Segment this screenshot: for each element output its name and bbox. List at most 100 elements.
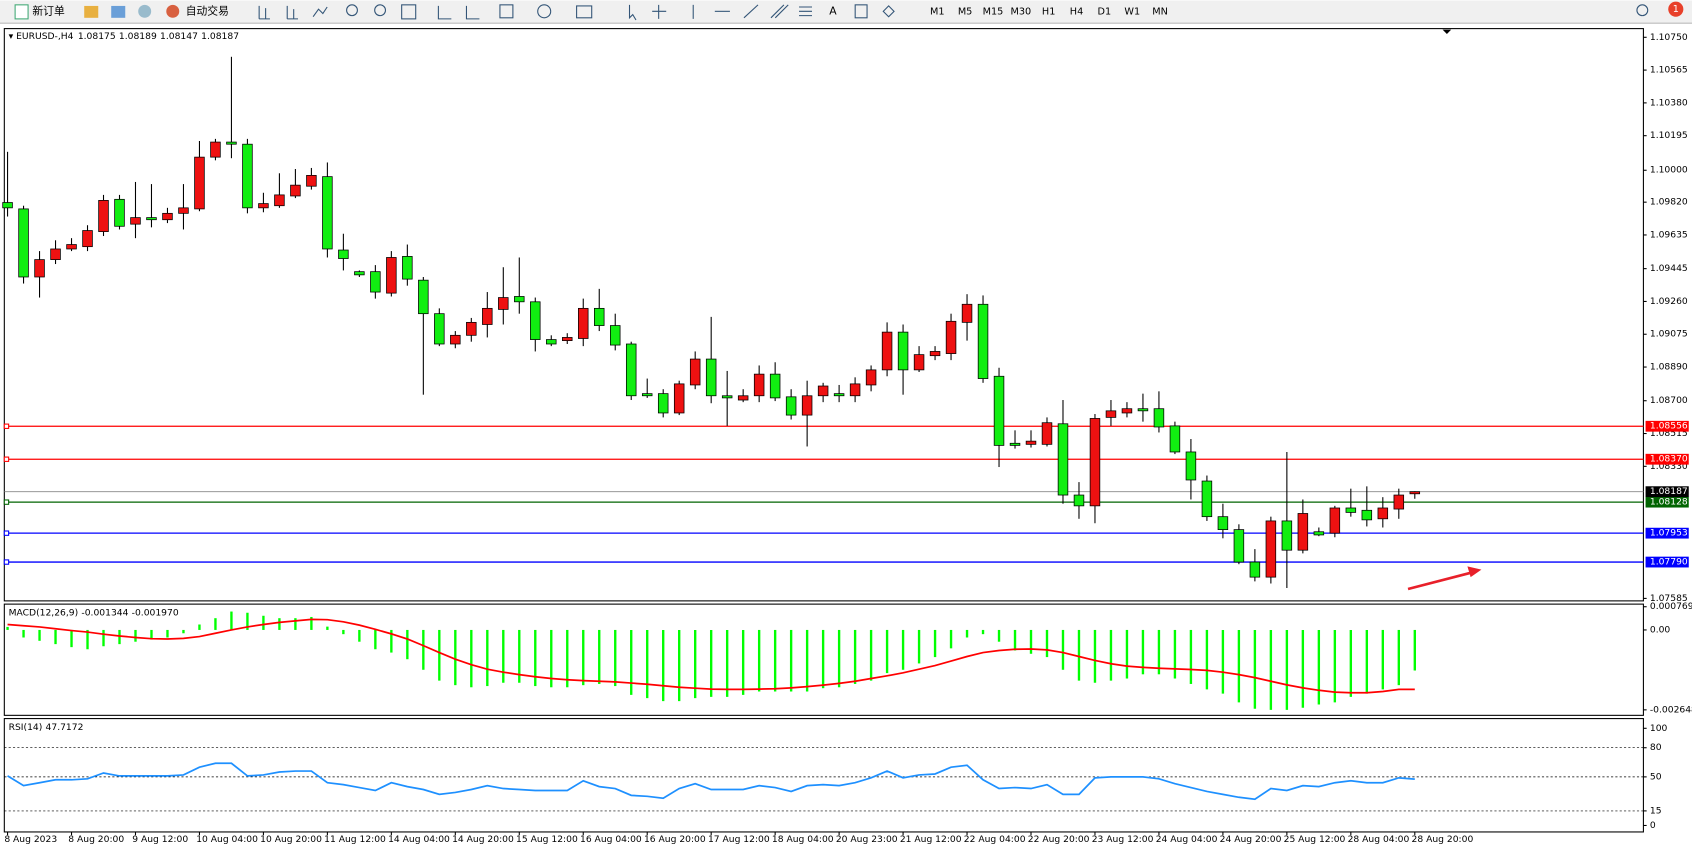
bar-chart-tool[interactable] [258,5,270,20]
shift[interactable] [465,5,480,20]
x-tick-label: 24 Aug 04:00 [1156,834,1218,845]
y-tick-label: 1.09635 [1650,229,1688,240]
candle-body [721,395,733,399]
candle-body [753,373,765,397]
open-value: 1.08175 [78,31,116,42]
candle-body [1105,410,1117,418]
candle-body [785,396,797,416]
timeframe-button[interactable]: H1 [1042,6,1055,17]
main-panel [3,28,1644,602]
price-label: 1.08187 [1650,486,1688,497]
x-tick-label: 20 Aug 23:00 [836,834,898,845]
chart-tools [258,4,895,21]
indicators[interactable] [499,4,514,19]
auto-trading-icon[interactable] [166,4,180,18]
x-tick-label: 10 Aug 20:00 [260,834,322,845]
candle-body [194,156,205,210]
crosshair[interactable] [652,4,667,19]
y-tick-label: 0.00 [1650,624,1671,635]
candle-body [673,383,685,414]
candle-body [897,331,909,371]
channel[interactable] [770,4,789,19]
timeframe-button[interactable]: M5 [958,6,973,17]
timeframe-button[interactable]: M15 [983,6,1004,17]
rsi-value: 47.7172 [46,722,84,733]
macd-panel [3,603,1644,716]
candle-tool[interactable] [286,5,299,20]
text-tool[interactable]: A [829,4,837,17]
candle-body [50,248,61,260]
candle-body [274,194,285,207]
candle-body [82,230,93,248]
candle-body [178,207,189,214]
level-label: 1.08556 [1650,421,1688,432]
candle-body [1089,418,1101,507]
candle-body [402,256,413,280]
new-order-icon[interactable] [14,4,29,20]
x-tick-label: 16 Aug 04:00 [580,834,642,845]
x-tick-label: 16 Aug 20:00 [644,834,706,845]
cursor[interactable] [628,4,637,21]
candle-body [769,373,781,399]
candle-body [737,395,749,401]
level-label-bg [1645,496,1689,508]
timeframe-button[interactable]: M30 [1010,6,1031,17]
periods[interactable] [537,4,552,19]
low-value: 1.08147 [160,31,198,42]
tool-icon[interactable] [138,4,152,18]
candle-body [1073,494,1085,507]
candle-body [881,331,893,371]
candle-body [594,307,605,326]
timeframe-button[interactable]: D1 [1098,6,1112,17]
y-tick-label: 1.10380 [1650,97,1688,108]
candle-body [18,208,29,278]
timeframe-button[interactable]: H4 [1070,6,1083,17]
auto-trading-button[interactable]: 自动交易 [186,4,229,17]
new-order-button[interactable]: 新订单 [32,4,65,17]
macd-header: MACD(12,26,9) -0.001344 -0.001970 [9,607,179,618]
label-tool[interactable] [854,4,868,19]
y-tick-label: 80 [1650,742,1662,753]
line-tool[interactable] [312,6,328,18]
candle-body [993,375,1005,446]
autoscroll[interactable] [437,5,452,20]
rsi-line [7,762,1415,801]
fibo[interactable] [799,6,812,17]
candle-body [961,303,973,323]
search[interactable] [1636,4,1649,17]
notification-badge[interactable] [1668,1,1684,17]
zoom-out[interactable] [374,4,387,17]
candle-body [546,339,557,345]
timeframe-button[interactable]: W1 [1124,6,1140,17]
candle-body [977,303,989,379]
tool-icon[interactable] [84,5,99,18]
candle-body [1153,408,1165,428]
candle-body [865,369,877,386]
x-tick-label: 28 Aug 20:00 [1412,834,1474,845]
level-label: 1.08128 [1650,497,1688,508]
level-label-bg [1645,556,1689,568]
macd-title: MACD(12,26,9) [9,607,79,618]
x-tick-label: 14 Aug 04:00 [388,834,450,845]
templates[interactable] [576,5,593,19]
macd-signal [7,618,1415,694]
tile[interactable] [401,4,417,20]
y-tick-label: 1.09820 [1650,197,1688,208]
candle-body [625,343,637,397]
trendline[interactable] [743,4,759,19]
close-value: 1.08187 [201,31,239,42]
candle-body [98,200,109,232]
candle-body [482,307,493,325]
candle-body [913,354,925,371]
timeframe-button[interactable]: MN [1152,6,1168,17]
timeframe-button[interactable]: M1 [930,6,945,17]
zoom-in[interactable] [346,4,358,17]
candle-body [354,271,365,276]
badge-count: 1 [1673,4,1679,15]
tool-icon[interactable] [111,5,126,18]
candle-body [705,358,717,397]
arrows[interactable] [882,5,895,18]
candle-body [2,202,13,209]
candle-body [578,307,589,339]
y-tick-label: 1.10000 [1650,165,1688,176]
